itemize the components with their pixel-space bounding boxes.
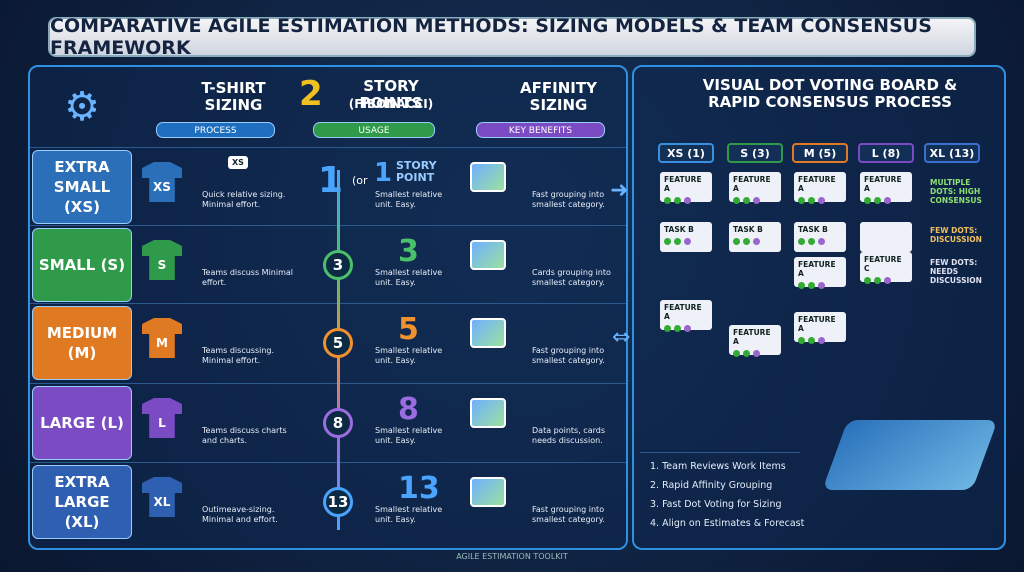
method-title: T-SHIRT SIZING — [201, 79, 266, 114]
board-column: S (3) — [727, 143, 783, 163]
cards-icon — [470, 318, 506, 348]
row-label: EXTRA SMALL (XS) — [32, 150, 132, 224]
steps-box — [640, 452, 800, 544]
method-tag: USAGE — [313, 122, 435, 138]
vote-dots — [798, 197, 842, 204]
method-icon: 2 — [299, 74, 323, 114]
points-unit: STORY POINT — [396, 159, 437, 184]
usage-text: Smallest relative unit. Easy. — [375, 505, 443, 524]
points-big: 13 — [398, 471, 440, 506]
board-note: FEW DOTS: NEEDS DISCUSSION — [930, 258, 982, 285]
footer: AGILE ESTIMATION TOOLKIT — [456, 552, 568, 561]
vote-card: FEATURE A — [729, 172, 781, 204]
vote-dots — [733, 197, 777, 204]
board-note: FEW DOTS: DISCUSSION — [930, 226, 982, 244]
cards-icon — [470, 477, 506, 507]
row-divider — [30, 303, 626, 304]
process-text: Outimeave-sizing. Minimal and effort. — [202, 505, 278, 524]
process-step: 3. Fast Dot Voting for Sizing — [650, 499, 782, 510]
process-text: Quick relative sizing. Minimal effort. — [202, 190, 286, 209]
cards-icon — [470, 162, 506, 192]
vote-dots — [798, 238, 842, 245]
points-big: 5 — [398, 312, 419, 347]
vote-dots — [664, 238, 708, 245]
process-text: Teams discussing. Minimal effort. — [202, 346, 275, 365]
vote-card: FEATURE A — [794, 257, 846, 289]
benefit-text: Fast grouping into smallest category. — [532, 505, 605, 524]
gear-icon: ⚙ — [64, 84, 100, 130]
page-title: COMPARATIVE AGILE ESTIMATION METHODS: SI… — [48, 15, 976, 59]
board-note: MULTIPLE DOTS: HIGH CONSENSUS — [930, 178, 982, 205]
vote-dots — [664, 325, 708, 332]
vote-card: TASK B — [660, 222, 712, 252]
process-text: Teams discuss charts and charts. — [202, 426, 287, 445]
points-big: 3 — [398, 234, 419, 269]
vote-dots — [798, 282, 842, 289]
cards-icon — [470, 398, 506, 428]
board-column: L (8) — [858, 143, 914, 163]
vote-dots — [733, 238, 777, 245]
vote-card: TASK B — [729, 222, 781, 252]
row-divider — [30, 147, 626, 148]
points-circle: 5 — [323, 328, 353, 358]
points-big: 8 — [398, 392, 419, 427]
points-prefix: (or — [352, 174, 368, 187]
vote-card: FEATURE A — [794, 172, 846, 204]
board-column: XS (1) — [658, 143, 714, 163]
vote-card: FEATURE A — [794, 312, 846, 344]
method-tag: PROCESS — [156, 122, 275, 138]
points-circle: 8 — [323, 408, 353, 438]
vote-dots — [733, 350, 777, 357]
benefit-text: Data points, cards needs discussion. — [532, 426, 605, 445]
benefit-text: Fast grouping into smallest category. — [532, 190, 605, 209]
board-column: XL (13) — [924, 143, 980, 163]
usage-text: Smallest relative unit. Easy. — [375, 346, 443, 365]
vote-card: FEATURE A — [729, 325, 781, 357]
vote-card: TASK B — [794, 222, 846, 252]
points-circle: 13 — [323, 487, 353, 517]
board-column: M (5) — [792, 143, 848, 163]
blank-card — [860, 222, 912, 252]
mini-shirt: XS — [228, 156, 248, 169]
row-label: MEDIUM (M) — [32, 306, 132, 380]
arrow: ⇔ — [612, 325, 631, 350]
method-tag: KEY BENEFITS — [476, 122, 605, 138]
arrow: ➜ — [610, 178, 629, 203]
process-step: 2. Rapid Affinity Grouping — [650, 480, 773, 491]
vote-card: FEATURE A — [860, 172, 912, 204]
vote-dots — [798, 337, 842, 344]
points-circle: 3 — [323, 250, 353, 280]
benefit-text: Cards grouping into smallest category. — [532, 268, 611, 287]
row-divider — [30, 225, 626, 226]
vote-dots — [864, 277, 908, 284]
row-label: EXTRA LARGE (XL) — [32, 465, 132, 539]
vote-card: FEATURE A — [660, 300, 712, 332]
row-divider — [30, 383, 626, 384]
points-alt: 1 — [374, 158, 393, 188]
vote-dots — [864, 197, 908, 204]
row-divider — [30, 462, 626, 463]
process-step: 4. Align on Estimates & Forecast — [650, 518, 805, 529]
method-subtitle: (FIBONACCI) — [348, 97, 434, 111]
benefit-text: Fast grouping into smallest category. — [532, 346, 605, 365]
usage-text: Smallest relative unit. Easy. — [375, 190, 443, 209]
method-title: AFFINITY SIZING — [520, 79, 597, 114]
cards-icon — [470, 240, 506, 270]
vote-dots — [664, 197, 708, 204]
method-title: STORY POINTS — [359, 77, 423, 112]
process-text: Teams discuss Minimal effort. — [202, 268, 294, 287]
board-title: VISUAL DOT VOTING BOARD & RAPID CONSENSU… — [702, 76, 958, 111]
vote-card: FEATURE C — [860, 252, 912, 284]
vote-card: FEATURE A — [660, 172, 712, 204]
touch-table — [822, 420, 998, 490]
row-label: LARGE (L) — [32, 386, 132, 460]
row-label: SMALL (S) — [32, 228, 132, 302]
usage-text: Smallest relative unit. Easy. — [375, 268, 443, 287]
usage-text: Smallest relative unit. Easy. — [375, 426, 443, 445]
process-step: 1. Team Reviews Work Items — [650, 461, 786, 472]
